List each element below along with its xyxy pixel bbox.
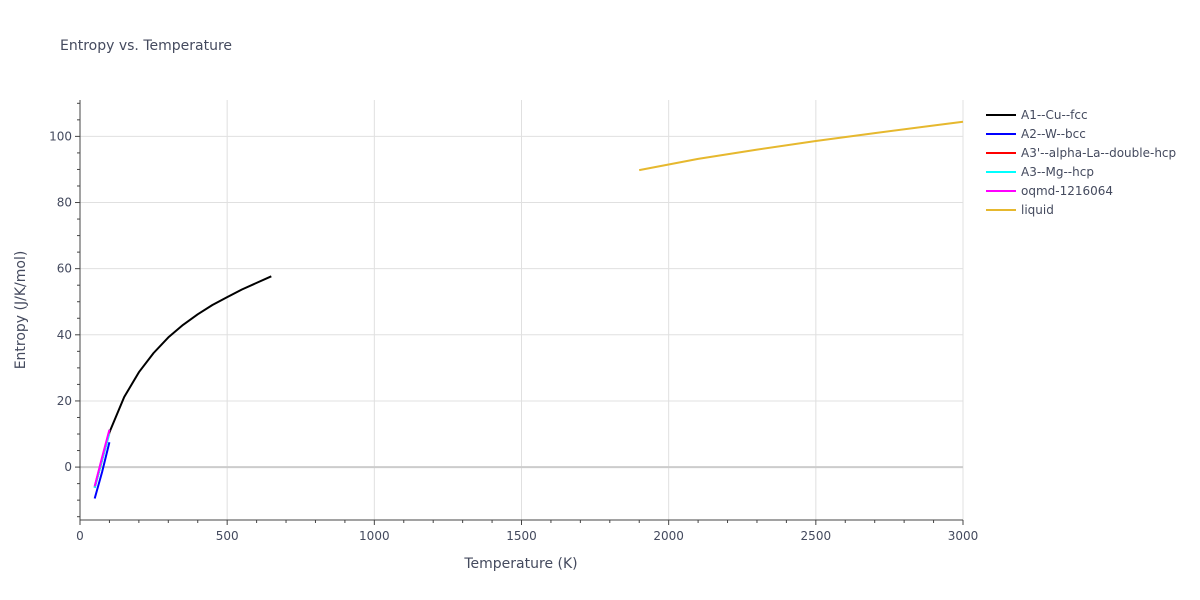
legend-label: oqmd-1216064 <box>1021 184 1113 198</box>
legend-label: A3'--alpha-La--double-hcp <box>1021 146 1176 160</box>
legend-label: A3--Mg--hcp <box>1021 165 1094 179</box>
y-tick-label: 20 <box>57 394 72 408</box>
y-tick-label: 60 <box>57 262 72 276</box>
x-tick-label: 2000 <box>653 529 684 543</box>
series-line-1 <box>93 442 111 499</box>
legend-item[interactable]: A1--Cu--fcc <box>986 108 1088 122</box>
y-axis-title: Entropy (J/K/mol) <box>13 251 29 370</box>
legend-item[interactable]: liquid <box>986 203 1054 217</box>
y-tick-label: 40 <box>57 328 72 342</box>
x-tick-label: 2500 <box>801 529 832 543</box>
chart-title: Entropy vs. Temperature <box>60 38 232 54</box>
x-axis-title: Temperature (K) <box>463 556 577 572</box>
legend-item[interactable]: A3--Mg--hcp <box>986 165 1094 179</box>
y-tick-label: 80 <box>57 196 72 210</box>
y-tick-label: 0 <box>64 460 72 474</box>
legend-label: A2--W--bcc <box>1021 127 1086 141</box>
grid-layer <box>80 100 964 520</box>
legend-item[interactable]: oqmd-1216064 <box>986 184 1113 198</box>
series-line-4 <box>93 429 111 487</box>
x-tick-label: 500 <box>216 529 239 543</box>
legend-label: A1--Cu--fcc <box>1021 108 1088 122</box>
series-layer <box>93 120 964 499</box>
legend-label: liquid <box>1021 203 1054 217</box>
legend-item[interactable]: A3'--alpha-La--double-hcp <box>986 146 1176 160</box>
x-tick-label: 3000 <box>948 529 979 543</box>
series-line-0 <box>93 275 272 488</box>
x-tick-label: 0 <box>76 529 84 543</box>
series-line-5 <box>639 120 964 172</box>
x-tick-label: 1500 <box>506 529 537 543</box>
ticks-layer: 0 500 1000 1500 2000 2500 3000 0 20 40 60 80 100 <box>49 102 979 543</box>
legend[interactable]: A1--Cu--fcc A2--W--bcc A3'--alpha-La--doub… <box>986 108 1176 217</box>
x-tick-label: 1000 <box>359 529 390 543</box>
y-tick-label: 100 <box>49 129 72 143</box>
legend-item[interactable]: A2--W--bcc <box>986 127 1086 141</box>
